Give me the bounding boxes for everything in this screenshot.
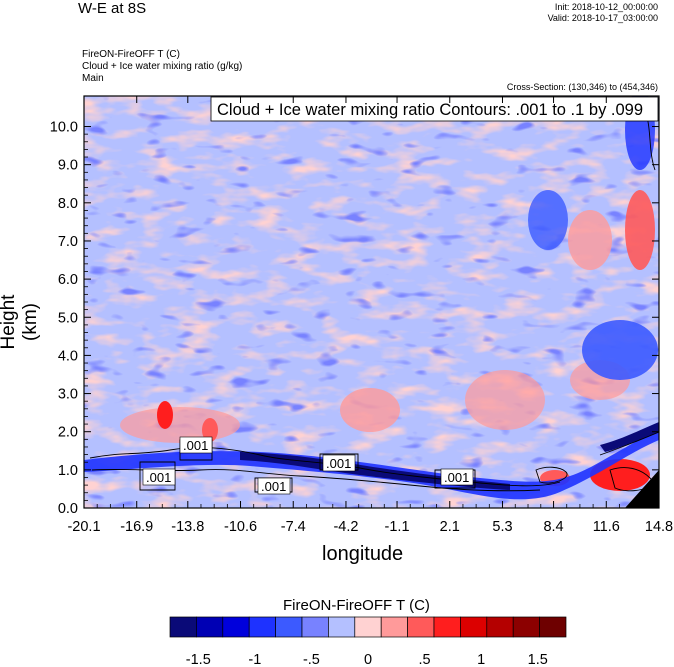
- contour-label: .001: [183, 438, 208, 453]
- valid-time: Valid: 2018-10-17_03:00:00: [547, 13, 658, 23]
- colorbar-tick-label: 1.5: [528, 652, 548, 667]
- colorbar-swatch: [248, 616, 276, 638]
- field-description-2: Cloud + Ice water mixing ratio (g/kg): [82, 61, 243, 72]
- warm-zone: [568, 210, 612, 270]
- contour-label-group: .001 .001 .001 .001 .001: [142, 436, 474, 495]
- colorbar-swatch: [196, 616, 224, 638]
- cool-anomaly-pattern: [84, 96, 659, 508]
- x-tick-label: 8.4: [543, 519, 563, 535]
- contour-label: .001: [444, 470, 469, 485]
- y-tick-label: 0.0: [58, 501, 78, 517]
- cold-zone: [582, 320, 658, 380]
- y-tick-label: 2.0: [58, 425, 78, 441]
- x-tick-label: -7.4: [281, 519, 306, 535]
- heatmap-field: [84, 96, 659, 508]
- x-tick-label: -20.1: [67, 519, 100, 535]
- colorbar-swatch: [512, 616, 540, 638]
- init-time: Init: 2018-10-12_00:00:00: [554, 2, 658, 12]
- x-tick-label: -10.6: [224, 519, 257, 535]
- colorbar-tick-label: 0: [364, 652, 372, 667]
- contour-label: .001: [261, 479, 286, 494]
- colorbar-swatch: [301, 616, 329, 638]
- x-tick-label: -4.2: [333, 519, 358, 535]
- y-tick-label: 10.0: [50, 120, 78, 136]
- x-axis: -20.1 -16.9 -13.8 -10.6 -7.4 -4.2 -1.1 2.1 5.3 8.…: [67, 96, 673, 535]
- colorbar-title: FireON-FireOFF T (C): [283, 597, 430, 614]
- cold-band: [84, 425, 659, 500]
- colorbar-tick-label: .5: [419, 652, 431, 667]
- colorbar-tick-label: 1: [477, 652, 485, 667]
- x-tick-label: 5.3: [492, 519, 512, 535]
- y-tick-label: 5.0: [58, 310, 78, 326]
- field-description-1: FireON-FireOFF T (C): [82, 49, 180, 60]
- colorbar-swatch: [433, 616, 461, 638]
- colorbar-swatch: [486, 616, 514, 638]
- cold-zone: [528, 190, 568, 250]
- field-description-3: Main: [82, 73, 104, 84]
- colorbar-swatch: [354, 616, 382, 638]
- x-tick-label: -13.8: [171, 519, 204, 535]
- x-tick-label: 2.1: [440, 519, 460, 535]
- colorbar: -1.5 -1 -.5 0 .5 1 1.5: [169, 616, 567, 667]
- colorbar-swatch: [460, 616, 488, 638]
- warm-core: [157, 401, 173, 429]
- colorbar-tick-label: -1.5: [186, 652, 211, 667]
- x-tick-label: 11.6: [593, 519, 620, 535]
- contour-info-box: [210, 96, 659, 122]
- colorbar-tick-label: -1: [248, 652, 261, 667]
- cross-section-label: Cross-Section: (130,346) to (454,346): [506, 82, 658, 92]
- plot-title: W-E at 8S: [78, 0, 147, 17]
- colorbar-swatch: [328, 616, 356, 638]
- colorbar-swatch: [407, 616, 435, 638]
- warm-core: [202, 418, 218, 442]
- contour-info-text: Cloud + Ice water mixing ratio Contours:…: [217, 101, 643, 119]
- terrain: [625, 470, 659, 508]
- colorbar-swatch: [539, 616, 567, 638]
- contour-label: .001: [146, 470, 171, 485]
- y-tick-label: 6.0: [58, 272, 78, 288]
- cold-band-core: [600, 422, 659, 452]
- y-tick-label: 4.0: [58, 348, 78, 364]
- warm-zone: [465, 370, 545, 430]
- colorbar-swatch: [275, 616, 303, 638]
- y-tick-label: 1.0: [58, 463, 78, 479]
- colorbar-swatch: [380, 616, 408, 638]
- colorbar-swatch: [222, 616, 250, 638]
- y-tick-label: 3.0: [58, 387, 78, 403]
- warm-zone: [340, 388, 400, 432]
- colorbar-swatch: [169, 616, 197, 638]
- y-tick-label: 8.0: [58, 196, 78, 212]
- warm-zone: [625, 190, 655, 270]
- x-axis-label: longitude: [322, 543, 404, 565]
- x-tick-label: -16.9: [120, 519, 153, 535]
- y-tick-label: 9.0: [58, 158, 78, 174]
- contour-label: .001: [326, 456, 351, 471]
- y-axis: 0.0 1.0 2.0 3.0 4.0 5.0 6.0 7.0 8.0 9.0 10.0: [50, 120, 659, 517]
- y-tick-label: 7.0: [58, 234, 78, 250]
- x-tick-label: -1.1: [385, 519, 410, 535]
- x-tick-label: 14.8: [645, 519, 673, 535]
- colorbar-tick-label: -.5: [303, 652, 320, 667]
